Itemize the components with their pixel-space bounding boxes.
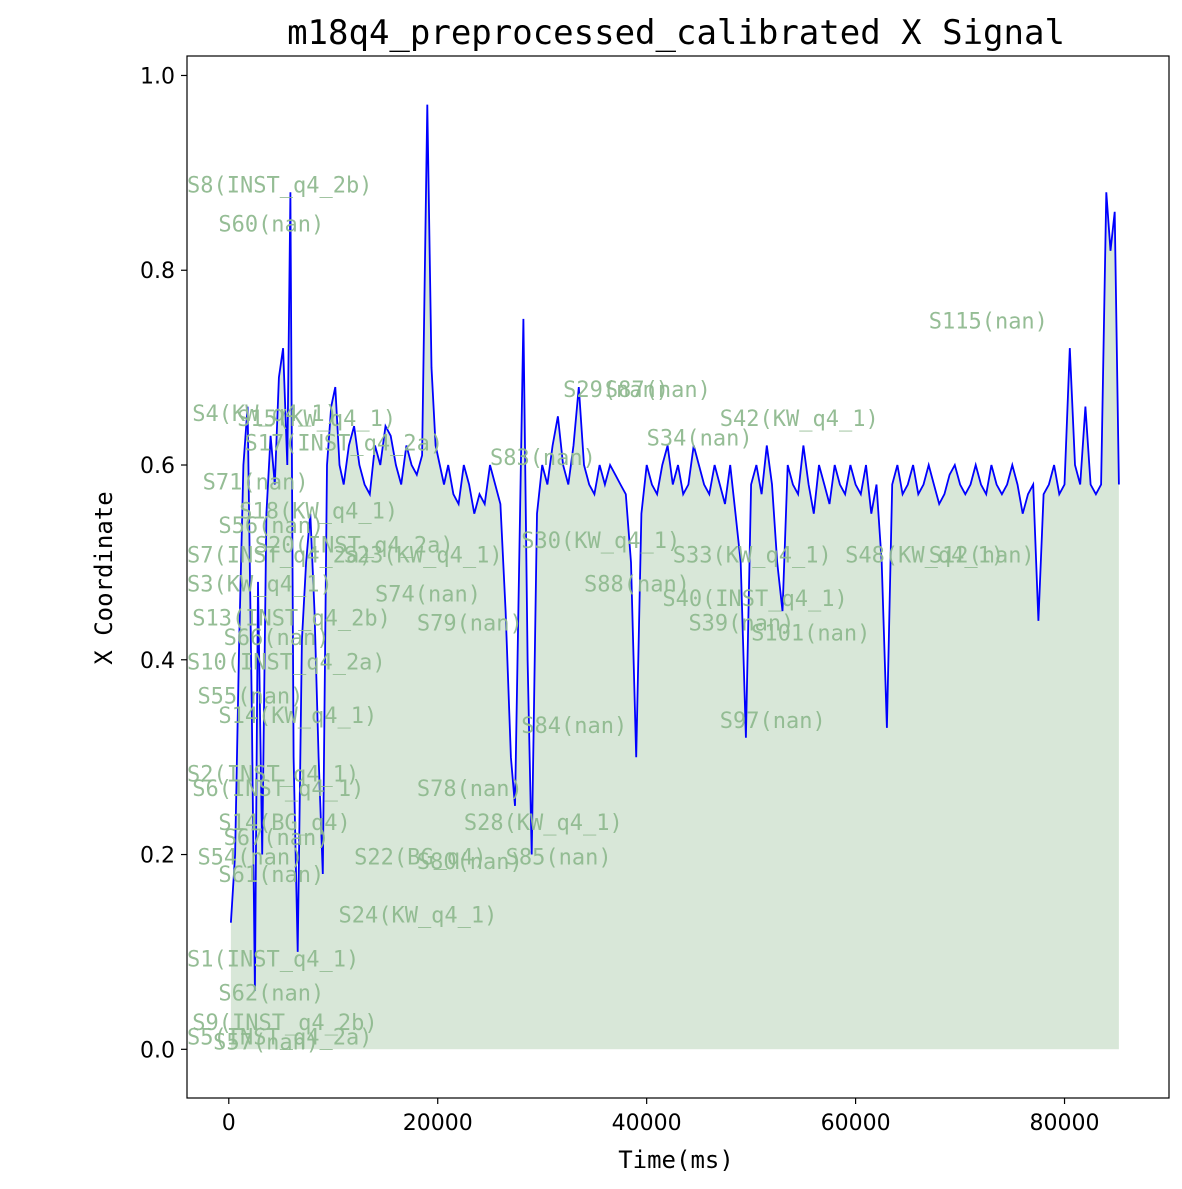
annotation-label: S23(KW_q4_1) [344,543,503,568]
annotation-label: S6(INST_q4_1) [192,777,364,802]
annotation-label: S42(KW_q4_1) [720,407,879,432]
x-axis-ticks: 0 20000 40000 60000 80000 [222,1098,1100,1136]
annotation-label: S80(nan) [417,850,523,875]
y-tick-label: 0.0 [140,1038,175,1063]
annotation-label: S67(nan) [224,826,330,851]
annotation-label: S34(nan) [647,427,753,452]
annotation-label: S101(nan) [751,621,870,646]
annotation-label: S48(KW_q4_1) [845,543,1004,568]
annotation-label: S79(nan) [417,612,523,637]
annotation-label: S57(nan) [213,1030,319,1055]
x-tick-label: 60000 [821,1111,891,1136]
signal-line-layer [230,104,1120,991]
annotation-label: S88(nan) [584,573,690,598]
y-tick-label: 0.2 [140,844,175,869]
annotation-label: S83(nan) [490,446,596,471]
x-tick-label: 20000 [403,1111,473,1136]
y-tick-label: 1.0 [140,64,175,89]
annotation-label: S40(INST_q4_1) [662,587,847,612]
annotation-label: S18(KW_q4_1) [239,500,398,525]
annotation-label: S20(INST_q4_2a) [255,534,454,559]
annotation-label: S78(nan) [417,777,523,802]
y-tick-label: 0.6 [140,454,175,479]
annotation-label: S28(KW_q4_1) [464,811,623,836]
annotation-label: S60(nan) [218,212,324,237]
annotation-label: S71(nan) [203,470,309,495]
y-axis-ticks: 0.0 0.2 0.4 0.6 0.8 1.0 [140,64,187,1063]
annotation-label: S5(INST_q4_2a) [187,1025,372,1050]
annotation-label: S4(KW_q4_1) [192,402,338,427]
chart-title: m18q4_preprocessed_calibrated X Signal [287,13,1065,53]
annotation-label: S61(nan) [218,863,324,888]
annotation-label: S8(INST_q4_2b) [187,173,372,198]
annotation-label: S29(nan) [563,378,669,403]
annotation-label: S17(INST_q4_2a) [244,431,443,456]
annotation-label: S2(INST_q4_1) [187,763,359,788]
annotation-label: S115(nan) [929,310,1048,335]
annotation-label: S33(KW_q4_1) [673,543,832,568]
annotation-label: S74(nan) [375,582,481,607]
annotation-label: S54(nan) [197,845,303,870]
annotation-label: S56(nan) [218,514,324,539]
fill-area-layer [230,104,1119,1050]
annotation-label: S7(INST_q4_2a) [187,543,372,568]
annotation-label: S24(KW_q4_1) [338,904,497,929]
annotation-label: S14(BG_q4) [218,811,350,836]
annotation-label: S13(INST_q4_2b) [192,607,391,632]
annotation-label: S14(KW_q4_1) [218,704,377,729]
annotation-label: S66(nan) [224,626,330,651]
signal-line [230,104,1120,991]
y-tick-label: 0.4 [140,649,175,674]
annotation-layer: S8(INST_q4_2b)S60(nan)S115(nan)S29(nan)S… [187,173,1048,1055]
x-tick-label: 0 [222,1111,236,1136]
annotation-label: S22(BG_q4) [354,845,486,870]
annotation-label: S87(nan) [605,378,711,403]
annotation-label: S10(INST_q4_2a) [187,651,386,676]
annotation-label: S12(nan) [929,543,1035,568]
annotation-label: S3(KW_q4_1) [187,573,333,598]
annotation-label: S85(nan) [506,845,612,870]
annotation-label: S97(nan) [720,709,826,734]
annotation-label: S39(nan) [688,612,794,637]
annotation-label: S9(INST_q4_2b) [192,1011,377,1036]
annotation-label: S15(KW_q4_1) [237,407,396,432]
x-axis-label: Time(ms) [618,1146,734,1174]
y-tick-label: 0.8 [140,259,175,284]
annotation-label: S55(nan) [197,685,303,710]
x-tick-label: 80000 [1030,1111,1100,1136]
annotation-label: S84(nan) [521,714,627,739]
y-axis-label: X Coordinate [90,491,118,664]
plot-frame [186,55,1170,1099]
x-tick-label: 40000 [612,1111,682,1136]
annotation-label: S62(nan) [218,982,324,1007]
annotation-label: S1(INST_q4_1) [187,948,359,973]
annotation-label: S30(KW_q4_1) [521,529,680,554]
signal-fill-area [230,104,1119,1050]
